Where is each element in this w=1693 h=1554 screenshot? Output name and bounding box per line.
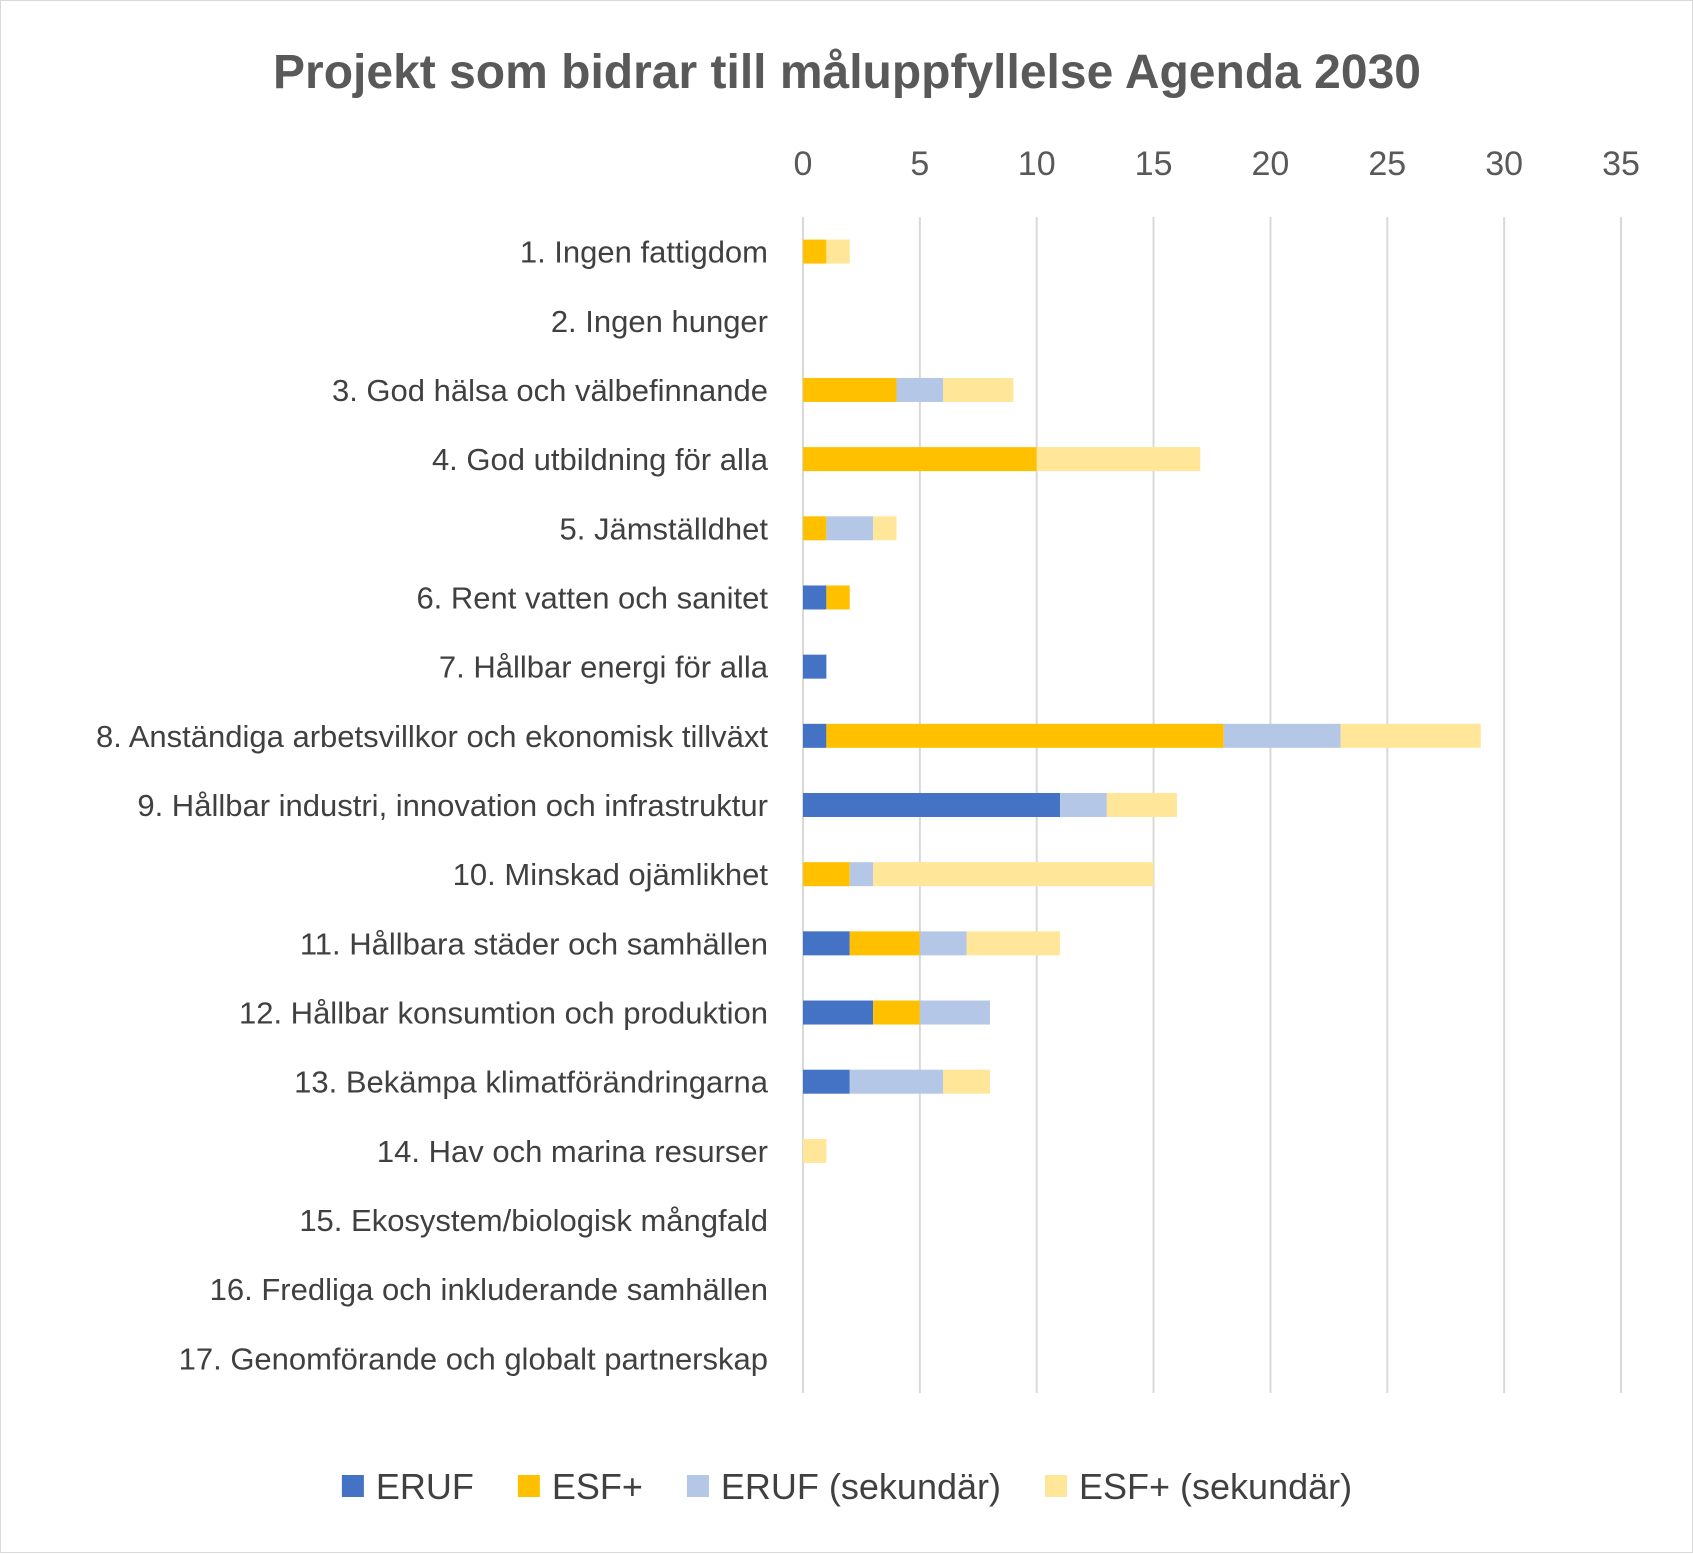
bar-cat6-series1 (803, 585, 827, 610)
bar-cat13-series4 (943, 1069, 990, 1094)
legend-swatch-2 (517, 1475, 540, 1497)
bar-cat11-series1 (803, 931, 850, 956)
tick-label-15: 15 (1135, 145, 1173, 183)
category-label-5: 5. Jämställdhet (560, 511, 769, 546)
category-label-7: 7. Hållbar energi för alla (439, 650, 769, 685)
bar-cat5-series4 (873, 516, 897, 541)
bar-cat6-series2 (826, 585, 850, 610)
legend-label-4: ESF+ (sekundär) (1079, 1466, 1352, 1507)
tick-label-10: 10 (1018, 145, 1056, 183)
bar-cat13-series1 (803, 1069, 850, 1094)
category-label-13: 13. Bekämpa klimatförändringarna (294, 1065, 769, 1100)
category-label-14: 14. Hav och marina resurser (377, 1134, 768, 1169)
bar-cat3-series4 (943, 377, 1014, 402)
legend-label-1: ERUF (376, 1466, 474, 1507)
category-label-17: 17. Genomförande och globalt partnerskap (179, 1341, 768, 1376)
category-label-1: 1. Ingen fattigdom (520, 235, 768, 270)
bar-cat12-series1 (803, 1000, 874, 1025)
bar-cat3-series2 (803, 377, 897, 402)
bar-cat1-series2 (803, 239, 827, 264)
bar-cat12-series2 (873, 1000, 920, 1025)
legend-swatch-4 (1045, 1475, 1067, 1497)
category-label-8: 8. Anständiga arbetsvillkor och ekonomis… (96, 719, 768, 754)
category-label-11: 11. Hållbara städer och samhällen (300, 926, 768, 961)
tick-label-30: 30 (1485, 145, 1523, 183)
tick-label-25: 25 (1368, 145, 1406, 183)
tick-label-0: 0 (794, 145, 813, 183)
bar-cat10-series4 (873, 862, 1154, 887)
bar-cat8-series1 (803, 723, 827, 748)
category-label-9: 9. Hållbar industri, innovation och infr… (137, 788, 768, 823)
legend-swatch-3 (686, 1475, 709, 1497)
chart-title: Projekt som bidrar till måluppfyllelse A… (273, 46, 1421, 99)
bar-cat10-series2 (803, 862, 850, 887)
category-label-16: 16. Fredliga och inkluderande samhällen (210, 1272, 768, 1307)
bars (803, 239, 1481, 1163)
legend-label-2: ESF+ (552, 1466, 643, 1507)
category-label-12: 12. Hållbar konsumtion och produktion (239, 996, 768, 1031)
bar-cat5-series2 (803, 516, 827, 541)
legend-swatch-1 (341, 1475, 364, 1497)
bar-cat1-series4 (826, 239, 850, 264)
tick-label-35: 35 (1602, 145, 1640, 183)
legend-label-3: ERUF (sekundär) (721, 1466, 1001, 1507)
bar-cat13-series3 (849, 1069, 944, 1094)
bar-cat9-series3 (1060, 793, 1107, 817)
x-axis-tick-labels: 0 5 10 15 20 25 30 35 (794, 145, 1640, 183)
bar-cat9-series1 (803, 793, 1061, 817)
category-label-2: 2. Ingen hunger (551, 304, 768, 339)
bar-cat4-series2 (803, 447, 1037, 472)
tick-label-5: 5 (910, 145, 929, 183)
category-label-4: 4. God utbildning för alla (432, 442, 769, 477)
bar-cat8-series3 (1223, 723, 1341, 748)
bar-cat11-series3 (919, 931, 967, 956)
bar-cat12-series3 (919, 1000, 990, 1025)
bar-cat3-series3 (896, 377, 944, 402)
bar-cat14-series4 (803, 1138, 827, 1163)
bar-cat11-series4 (966, 931, 1061, 956)
bar-cat4-series4 (1036, 447, 1201, 472)
bar-cat9-series4 (1106, 793, 1177, 817)
bar-cat8-series4 (1340, 723, 1481, 748)
bar-cat8-series2 (826, 723, 1224, 748)
category-label-3: 3. God hälsa och välbefinnande (332, 373, 768, 408)
category-label-10: 10. Minskad ojämlikhet (453, 857, 769, 892)
category-label-15: 15. Ekosystem/biologisk mångfald (299, 1203, 768, 1238)
legend: ERUF ESF+ ERUF (sekundär) ESF+ (sekundär) (341, 1466, 1352, 1507)
bar-cat5-series3 (826, 516, 874, 541)
bar-cat7-series1 (803, 654, 827, 679)
bar-cat10-series3 (849, 862, 874, 887)
category-labels: 1. Ingen fattigdom 2. Ingen hunger 3. God … (96, 235, 769, 1377)
bar-cat11-series2 (849, 931, 920, 956)
tick-label-20: 20 (1252, 145, 1290, 183)
category-label-6: 6. Rent vatten och sanitet (416, 580, 768, 615)
